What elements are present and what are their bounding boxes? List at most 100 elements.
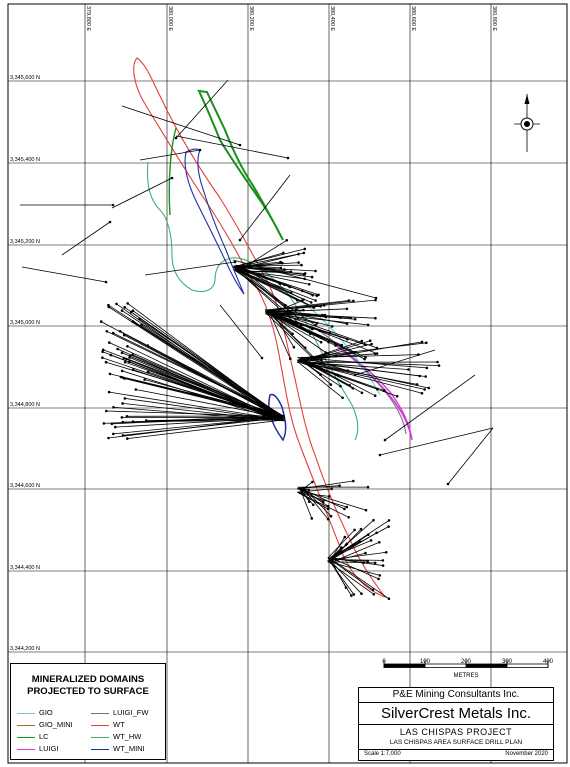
drill-hole-end [307, 500, 311, 504]
drill-hole-end [126, 344, 129, 348]
northing-label: 3,344,400 N [10, 565, 40, 571]
drill-hole-end [310, 517, 314, 520]
drill-hole-end [300, 263, 303, 267]
domain-wt-hw-outline [146, 161, 359, 441]
drill-hole-end [260, 356, 264, 360]
northing-label: 3,345,200 N [10, 239, 40, 245]
drill-hole-end [387, 597, 391, 600]
drill-hole-end [326, 507, 330, 511]
drill-hole-end [122, 333, 126, 337]
drill-hole-end [371, 588, 375, 592]
drill-hole-end [329, 514, 333, 518]
drill-hole-end [339, 316, 342, 320]
drill-hole-trace [132, 354, 284, 421]
drill-hole-end [427, 386, 431, 390]
drill-hole-trace [300, 490, 310, 502]
drill-hole-trace [124, 398, 284, 421]
drill-hole-trace [301, 360, 353, 389]
drill-hole-end [286, 156, 290, 160]
drill-hole-end [372, 592, 376, 596]
drill-hole-end [373, 394, 377, 398]
legend-label: GIO [39, 708, 53, 717]
drill-hole-end [345, 542, 349, 546]
drill-hole-end [352, 593, 356, 596]
drill-hole-end [129, 310, 133, 314]
drill-hole-end [326, 517, 330, 521]
domain-wt-mini-outline [184, 148, 245, 295]
drill-hole-trace [266, 312, 355, 353]
drill-hole-trace [235, 269, 305, 280]
drill-hole-end [364, 508, 368, 512]
legend-swatch [91, 713, 109, 714]
drill-hole-trace [327, 561, 380, 576]
scale-bar: 0 100 200 300 400 METRES [382, 659, 553, 679]
drill-hole-end [420, 340, 424, 344]
drill-hole-trace [233, 267, 285, 270]
drill-hole-end [294, 308, 298, 312]
drill-hole-trace [297, 361, 426, 377]
drill-hole-end [101, 350, 104, 354]
drill-hole-trace [124, 334, 282, 419]
drill-hole-end [339, 546, 343, 549]
drill-hole-trace [379, 427, 494, 456]
drill-hole-end [395, 394, 399, 398]
drill-hole-trace [135, 389, 281, 418]
scale-tick-label: 0 [382, 659, 386, 665]
drill-hole-trace [330, 562, 355, 595]
legend-swatch [91, 749, 109, 750]
drill-hole-end [369, 539, 373, 542]
drill-hole-trace [447, 427, 494, 485]
northing-label: 3,344,600 N [10, 483, 40, 489]
drill-hole-trace [122, 417, 285, 436]
legend-label: LUIGI_FW [113, 708, 149, 717]
drill-hole-end [307, 282, 311, 286]
drill-hole-end [120, 416, 124, 419]
drill-hole-end [366, 323, 370, 327]
drill-hole-end [291, 332, 294, 336]
drill-hole-end [366, 559, 370, 563]
drill-hole-end [285, 239, 289, 242]
drill-hole-end [374, 298, 377, 302]
drill-hole-end [359, 527, 363, 531]
drill-hole-end [353, 373, 357, 377]
scale-tick-label: 200 [461, 659, 472, 665]
legend-label: LUIGI [39, 744, 59, 753]
drill-hole-trace [300, 340, 371, 363]
drill-hole-end [116, 347, 119, 351]
legend-title-line1: MINERALIZED DOMAINS [31, 674, 145, 685]
drill-hole-end [131, 353, 134, 357]
legend-swatch [17, 713, 35, 714]
drawing-scale: Scale 1:7,000 [364, 751, 401, 757]
drill-hole-trace [327, 561, 376, 564]
drill-hole-end [118, 329, 122, 333]
drill-hole-end [424, 375, 428, 378]
drill-hole-trace [384, 374, 476, 441]
domain-lc-west-outline [168, 127, 177, 216]
map-frame [7, 3, 568, 764]
drill-hole-end [233, 260, 237, 264]
drawing-title: LAS CHISPAS AREA SURFACE DRILL PLAN [389, 739, 523, 746]
drill-hole-end [349, 316, 353, 320]
drill-hole-end [343, 535, 347, 539]
legend-label: LC [39, 732, 49, 741]
drill-hole-trace [330, 541, 361, 558]
drill-hole-trace [234, 269, 312, 303]
drill-hole-end [378, 453, 382, 457]
drill-hole-end [123, 397, 127, 400]
drill-hole-end [319, 304, 322, 308]
legend-swatch [17, 725, 35, 726]
drill-hole-trace [115, 417, 283, 428]
drill-hole-end [314, 269, 317, 273]
drill-hole-end [311, 480, 314, 484]
drill-hole-end [377, 577, 380, 581]
drill-hole-end [108, 372, 112, 376]
drill-hole-trace [331, 551, 387, 560]
drill-hole-trace [331, 559, 383, 561]
scale-unit: METRES [453, 673, 478, 679]
drill-hole-end [424, 341, 428, 345]
drill-hole-end [330, 325, 334, 328]
drill-hole-end [238, 238, 242, 242]
drill-hole-end [364, 355, 367, 359]
drill-hole-trace [103, 415, 280, 424]
drill-hole-end [104, 360, 108, 364]
